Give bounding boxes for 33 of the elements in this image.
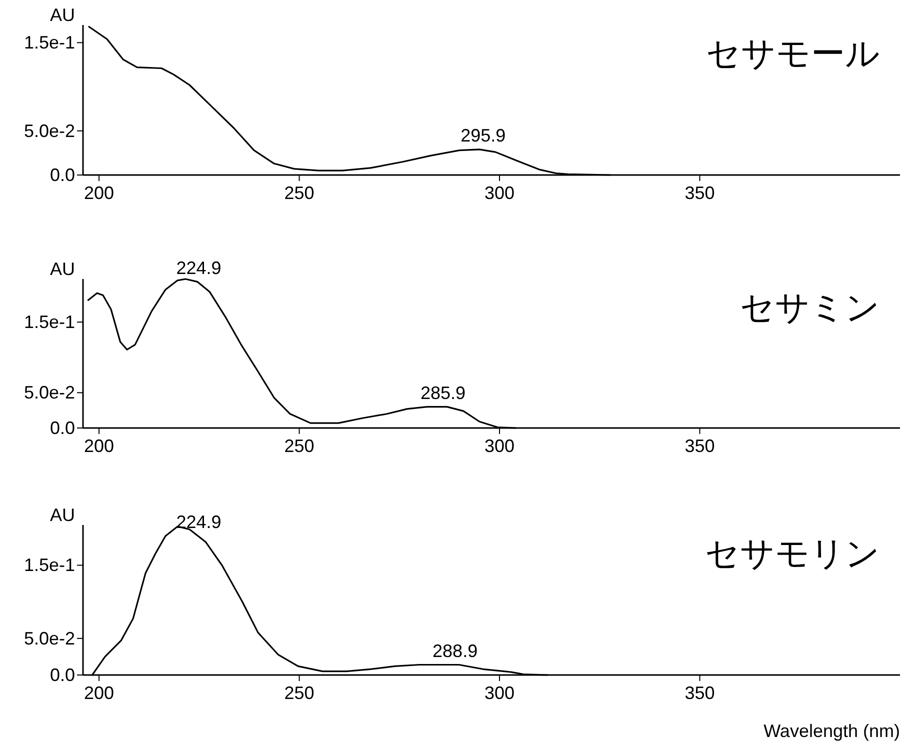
x-tick-label: 350	[684, 183, 715, 203]
x-axis-title: Wavelength (nm)	[764, 721, 900, 741]
x-tick-label: 300	[484, 436, 515, 456]
y-tick-label: 5.0e-2	[24, 120, 75, 141]
y-tick-label: 0.0	[50, 665, 75, 685]
annotation: 224.9	[176, 258, 222, 278]
x-tick-label: 350	[684, 683, 715, 703]
y-tick-label: 1.5e-1	[24, 555, 75, 576]
y-tick-label: 1.5e-1	[24, 312, 75, 332]
chart-title: セサミン	[740, 289, 880, 327]
x-tick-label: 250	[284, 183, 314, 203]
x-tick-label: 200	[84, 436, 114, 456]
y-tick-label: 1.5e-1	[24, 32, 75, 53]
y-tick-label: 0.0	[50, 165, 75, 185]
x-tick-label: 250	[284, 683, 314, 703]
y-tick-label: 0.0	[50, 418, 75, 438]
x-tick-label: 250	[284, 436, 314, 456]
y-tick-label: 5.0e-2	[24, 382, 75, 403]
x-tick-label: 350	[684, 436, 715, 456]
annotation: 285.9	[420, 382, 466, 403]
annotation: 295.9	[460, 125, 506, 146]
x-tick-label: 200	[84, 183, 114, 203]
y-axis-title: AU	[50, 505, 75, 525]
annotation: 224.9	[176, 512, 222, 532]
y-tick-label: 5.0e-2	[24, 628, 75, 648]
chart-title: セサモール	[706, 35, 880, 73]
y-axis-title: AU	[50, 5, 75, 25]
x-tick-label: 300	[484, 683, 515, 703]
x-tick-label: 300	[484, 183, 515, 203]
x-tick-label: 200	[84, 683, 114, 703]
chart-title: セサモリン	[705, 535, 880, 573]
annotation: 288.9	[432, 640, 478, 661]
y-axis-title: AU	[50, 259, 75, 279]
